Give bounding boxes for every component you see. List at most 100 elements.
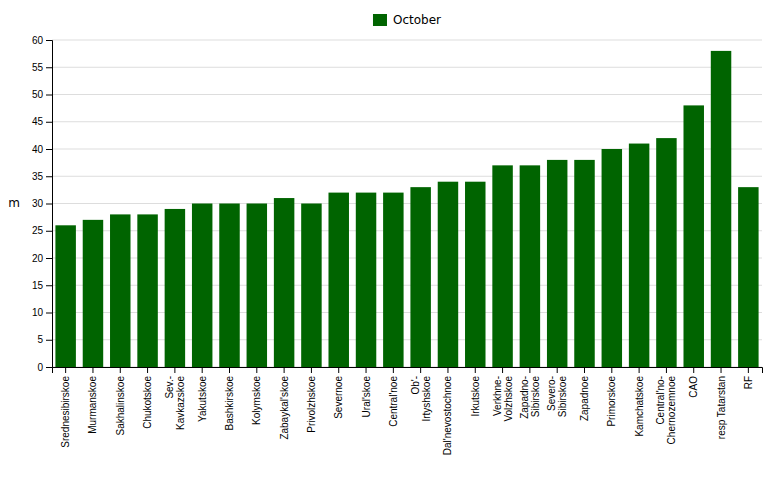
y-tick: 25 [32, 225, 52, 236]
y-tick-mark [46, 367, 52, 368]
x-tick-label: Ural'skoe [361, 376, 372, 418]
grid-line [52, 67, 762, 68]
y-tick-label: 45 [32, 116, 44, 127]
bar [219, 204, 239, 368]
x-tick-mark [420, 367, 421, 373]
bar [55, 225, 75, 367]
x-tick-mark [120, 367, 121, 373]
y-tick-label: 30 [32, 198, 44, 209]
grid-line [52, 258, 762, 259]
y-tick-mark [46, 285, 52, 286]
x-tick: Dal'nevostochnoe [442, 367, 453, 455]
x-tick: Sev.-Kavkazskoe [164, 367, 186, 430]
x-tick-label-line: Central'noe [388, 376, 399, 427]
y-tick: 15 [32, 280, 52, 291]
x-tick-label-line: Bashkirskoe [224, 376, 235, 431]
x-tick-label-line: Sakhalinskoe [115, 376, 126, 436]
y-axis-line [46, 41, 53, 368]
x-tick: Chukotskoe [142, 367, 153, 429]
y-tick: 35 [32, 171, 52, 182]
y-tick: 10 [32, 307, 52, 318]
x-tick: Severo-Sibirskoe [546, 367, 568, 417]
grid-line [52, 176, 762, 177]
x-tick-label-line: Ural'skoe [361, 376, 372, 418]
x-tick-mark [147, 367, 148, 373]
x-tick: Kolymskoe [251, 367, 262, 425]
x-tick-label: Zapadnoe [579, 376, 590, 421]
y-tick-mark [46, 176, 52, 177]
legend-swatch [373, 14, 387, 26]
x-axis: Srednesibirskoe Murmanskoe Sakhalinskoe Chu… [53, 367, 763, 455]
bar [410, 187, 430, 367]
grid-line [52, 94, 762, 95]
x-tick: Sakhalinskoe [115, 367, 126, 435]
y-tick-label: 15 [32, 280, 44, 291]
y-tick: 40 [32, 144, 52, 155]
bar [520, 165, 540, 367]
y-tick-label: 55 [32, 62, 44, 73]
x-tick-label: Zapadno-Sibirskoe [519, 376, 541, 419]
y-tick-label: 10 [32, 307, 44, 318]
bar [547, 160, 567, 367]
x-tick: Privolzhskoe [306, 367, 317, 433]
x-tick-label: Srednesibirskoe [60, 376, 71, 448]
x-tick-label: Zabaykal'skoe [279, 376, 290, 440]
chart: 051015202530354045505560SrednesibirskoeM… [0, 0, 777, 479]
x-tick-label-line: Irkutskoe [470, 376, 481, 417]
x-tick-label: Privolzhskoe [306, 376, 317, 433]
bar [274, 198, 294, 367]
x-tick-label-line: Sibirskoe [530, 376, 541, 418]
grid-line [52, 149, 762, 150]
x-tick-mark [229, 367, 230, 373]
x-tick-mark [256, 367, 257, 373]
x-tick: RF [743, 367, 754, 389]
legend-item: October [373, 13, 441, 27]
x-tick: Verkhne-Volzhskoe [492, 367, 514, 422]
x-tick-label-line: Privolzhskoe [306, 376, 317, 433]
bar [602, 149, 622, 367]
bar [192, 204, 212, 368]
x-tick-label: Yakutskoe [197, 376, 208, 422]
bar [328, 193, 348, 367]
x-tick-label-line: Chernozemnoe [666, 376, 677, 445]
y-tick-label: 35 [32, 171, 44, 182]
x-tick-label-line: Severnoe [333, 376, 344, 419]
y-tick-mark [46, 67, 52, 68]
x-tick: Zapadno-Sibirskoe [519, 367, 541, 419]
x-tick-label-line: Sibirskoe [557, 376, 568, 418]
bar [711, 51, 731, 367]
x-tick-label-line: Central'no- [655, 376, 666, 425]
x-tick-label-line: Verkhne- [492, 376, 503, 416]
x-tick-label: Ob'-Irtyshskoe [410, 376, 432, 422]
y-tick: 45 [32, 116, 52, 127]
x-tick-label-line: Chukotskoe [142, 376, 153, 429]
x-tick-label: Kolymskoe [251, 376, 262, 425]
x-tick-label-line: Yakutskoe [197, 376, 208, 422]
x-tick-label-line: Zabaykal'skoe [279, 376, 290, 440]
bar [738, 187, 758, 367]
y-tick-label: 60 [32, 35, 44, 46]
x-tick: Irkutskoe [470, 367, 481, 417]
grid-line [52, 40, 762, 41]
bar [247, 204, 267, 368]
grid-line [52, 203, 762, 204]
y-tick-mark [46, 204, 52, 205]
y-tick-mark [46, 313, 52, 314]
x-tick-mark [366, 367, 367, 373]
bar [165, 209, 185, 367]
y-tick: 55 [32, 62, 52, 73]
x-tick-label: Severo-Sibirskoe [546, 376, 568, 418]
x-tick: Kamchatskoe [634, 367, 645, 437]
x-tick-mark [338, 367, 339, 373]
x-tick-label: Sev.-Kavkazskoe [164, 376, 186, 430]
y-tick-mark [46, 40, 52, 41]
x-tick-label-line: Zapadno- [519, 376, 530, 419]
x-tick-mark [65, 367, 66, 373]
x-tick-label: Murmanskoe [87, 376, 98, 434]
y-tick: 20 [32, 253, 52, 264]
x-tick-label: Sakhalinskoe [115, 376, 126, 436]
bar [492, 165, 512, 367]
bar [629, 144, 649, 367]
x-tick: Bashkirskoe [224, 367, 235, 430]
bar [574, 160, 594, 367]
